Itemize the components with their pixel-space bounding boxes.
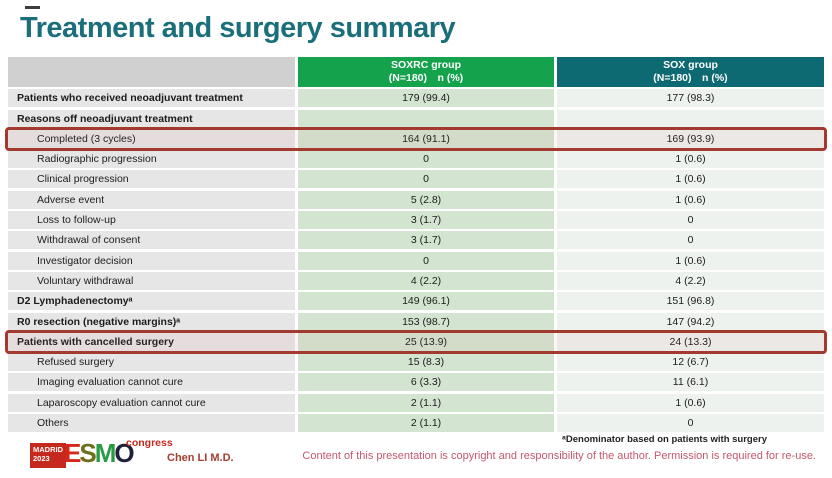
esmo-letter: O — [114, 438, 134, 468]
row-sox-value: 1 (0.6) — [557, 393, 824, 412]
table-row: Loss to follow-up 3 (1.7) 0 — [8, 211, 824, 230]
logo-year: 2023 — [33, 453, 50, 463]
row-soxrc-value — [298, 109, 554, 128]
row-soxrc-value: 179 (99.4) — [298, 89, 554, 108]
row-sox-value: 0 — [557, 231, 824, 250]
row-sox-value: 4 (2.2) — [557, 271, 824, 290]
row-soxrc-value: 164 (91.1) — [298, 129, 554, 148]
row-label: Clinical progression — [8, 170, 295, 189]
author-name: Chen LI M.D. — [167, 452, 234, 464]
row-label: Others — [8, 414, 295, 433]
row-label: Laparoscopy evaluation cannot cure — [8, 393, 295, 412]
row-soxrc-value: 153 (98.7) — [298, 312, 554, 331]
esmo-letter: E — [64, 438, 81, 468]
header-empty-cell — [8, 57, 295, 87]
row-label: Refused surgery — [8, 353, 295, 372]
header-soxrc-name: SOXRC group — [391, 59, 461, 71]
row-label: R0 resection (negative margins)ᵃ — [8, 312, 295, 331]
row-label: D2 Lymphadenectomyᵃ — [8, 292, 295, 311]
row-label: Radiographic progression — [8, 150, 295, 169]
row-label: Withdrawal of consent — [8, 231, 295, 250]
row-sox-value: 1 (0.6) — [557, 190, 824, 209]
table-row: Radiographic progression 0 1 (0.6) — [8, 150, 824, 169]
table-row: Investigator decision 0 1 (0.6) — [8, 251, 824, 270]
row-soxrc-value: 0 — [298, 150, 554, 169]
row-label: Completed (3 cycles) — [8, 129, 295, 148]
row-label: Voluntary withdrawal — [8, 271, 295, 290]
copyright-notice: Content of this presentation is copyrigh… — [302, 450, 816, 462]
row-sox-value: 0 — [557, 414, 824, 433]
row-sox-value: 169 (93.9) — [557, 129, 824, 148]
table-row-highlighted: Completed (3 cycles) 164 (91.1) 169 (93.… — [5, 126, 827, 151]
row-label: Adverse event — [8, 190, 295, 209]
row-sox-value — [557, 109, 824, 128]
table-row: Others 2 (1.1) 0 — [8, 414, 824, 433]
header-sox-name: SOX group — [663, 59, 718, 71]
row-label: Investigator decision — [8, 251, 295, 270]
header-sox-sub: (N=180) n (%) — [653, 72, 728, 84]
esmo-logo-icon: ESMO — [64, 438, 135, 469]
row-soxrc-value: 25 (13.9) — [298, 332, 554, 351]
table-footnote: ᵃDenominator based on patients with surg… — [562, 434, 767, 445]
row-sox-value: 1 (0.6) — [557, 251, 824, 270]
row-sox-value: 177 (98.3) — [557, 89, 824, 108]
summary-table: SOXRC group (N=180) n (%) SOX group (N=1… — [5, 57, 827, 433]
row-sox-value: 12 (6.7) — [557, 353, 824, 372]
row-soxrc-value: 2 (1.1) — [298, 393, 554, 412]
row-sox-value: 11 (6.1) — [557, 373, 824, 392]
row-sox-value: 24 (13.3) — [557, 332, 824, 351]
row-label: Patients who received neoadjuvant treatm… — [8, 89, 295, 108]
row-soxrc-value: 3 (1.7) — [298, 231, 554, 250]
table-row-highlighted: Patients with cancelled surgery 25 (13.9… — [5, 329, 827, 354]
row-sox-value: 1 (0.6) — [557, 170, 824, 189]
row-label: Imaging evaluation cannot cure — [8, 373, 295, 392]
row-label: Reasons off neoadjuvant treatment — [8, 109, 295, 128]
row-label: Patients with cancelled surgery — [8, 332, 295, 351]
row-sox-value: 147 (94.2) — [557, 312, 824, 331]
madrid-2023-badge: MADRID 2023 — [30, 443, 66, 468]
slide-accent-dash — [25, 6, 40, 9]
table-row: Withdrawal of consent 3 (1.7) 0 — [8, 231, 824, 250]
table-row: Voluntary withdrawal 4 (2.2) 4 (2.2) — [8, 271, 824, 290]
esmo-letter: S — [79, 438, 96, 468]
row-soxrc-value: 2 (1.1) — [298, 414, 554, 433]
table-header-row: SOXRC group (N=180) n (%) SOX group (N=1… — [8, 57, 824, 87]
table-row: Clinical progression 0 1 (0.6) — [8, 170, 824, 189]
row-soxrc-value: 0 — [298, 251, 554, 270]
page-title: Treatment and surgery summary — [20, 12, 456, 44]
esmo-letter: M — [94, 438, 117, 468]
row-label: Loss to follow-up — [8, 211, 295, 230]
row-soxrc-value: 4 (2.2) — [298, 271, 554, 290]
logo-location: MADRID — [33, 445, 63, 454]
table-row: Adverse event 5 (2.8) 1 (0.6) — [8, 190, 824, 209]
row-sox-value: 1 (0.6) — [557, 150, 824, 169]
row-sox-value: 151 (96.8) — [557, 292, 824, 311]
header-soxrc-group: SOXRC group (N=180) n (%) — [298, 57, 554, 87]
row-soxrc-value: 0 — [298, 170, 554, 189]
table-row: R0 resection (negative margins)ᵃ 153 (98… — [8, 312, 824, 331]
row-sox-value: 0 — [557, 211, 824, 230]
table-row: Patients who received neoadjuvant treatm… — [8, 89, 824, 108]
header-sox-group: SOX group (N=180) n (%) — [557, 57, 824, 87]
row-soxrc-value: 149 (96.1) — [298, 292, 554, 311]
row-soxrc-value: 6 (3.3) — [298, 373, 554, 392]
table-row: Refused surgery 15 (8.3) 12 (6.7) — [8, 353, 824, 372]
row-soxrc-value: 3 (1.7) — [298, 211, 554, 230]
row-soxrc-value: 5 (2.8) — [298, 190, 554, 209]
table-row: Imaging evaluation cannot cure 6 (3.3) 1… — [8, 373, 824, 392]
row-soxrc-value: 15 (8.3) — [298, 353, 554, 372]
table-row: Reasons off neoadjuvant treatment — [8, 109, 824, 128]
table-row: Laparoscopy evaluation cannot cure 2 (1.… — [8, 393, 824, 412]
table-row: D2 Lymphadenectomyᵃ 149 (96.1) 151 (96.8… — [8, 292, 824, 311]
header-soxrc-sub: (N=180) n (%) — [388, 72, 464, 84]
congress-label: congress — [126, 437, 173, 449]
